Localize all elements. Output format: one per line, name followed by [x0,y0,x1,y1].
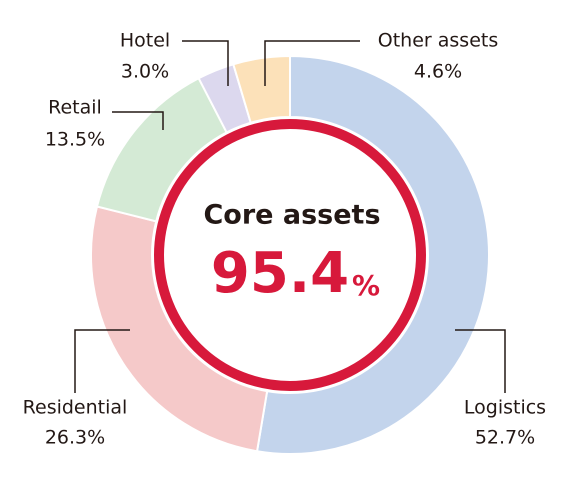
value-label: 52.7% [475,427,535,449]
donut-segment [232,54,291,124]
leader-line [112,111,164,130]
center-label: Core assets [203,200,380,231]
leader-line [455,329,506,393]
category-label: Hotel [120,30,170,52]
value-label: 13.5% [45,129,105,151]
category-label: Other assets [378,30,498,52]
value-label: 26.3% [45,427,105,449]
leader-line [264,40,360,86]
leader-line [74,329,130,393]
category-label: Residential [23,397,128,419]
center-value: 95.4 [211,241,349,306]
leader-line [182,40,229,86]
value-label: 3.0% [121,61,169,83]
donut-segment [255,54,490,455]
center-unit: % [352,269,380,302]
core-ring [154,119,426,391]
category-label: Logistics [464,397,546,419]
category-label: Retail [48,97,102,119]
value-label: 4.6% [414,61,462,83]
